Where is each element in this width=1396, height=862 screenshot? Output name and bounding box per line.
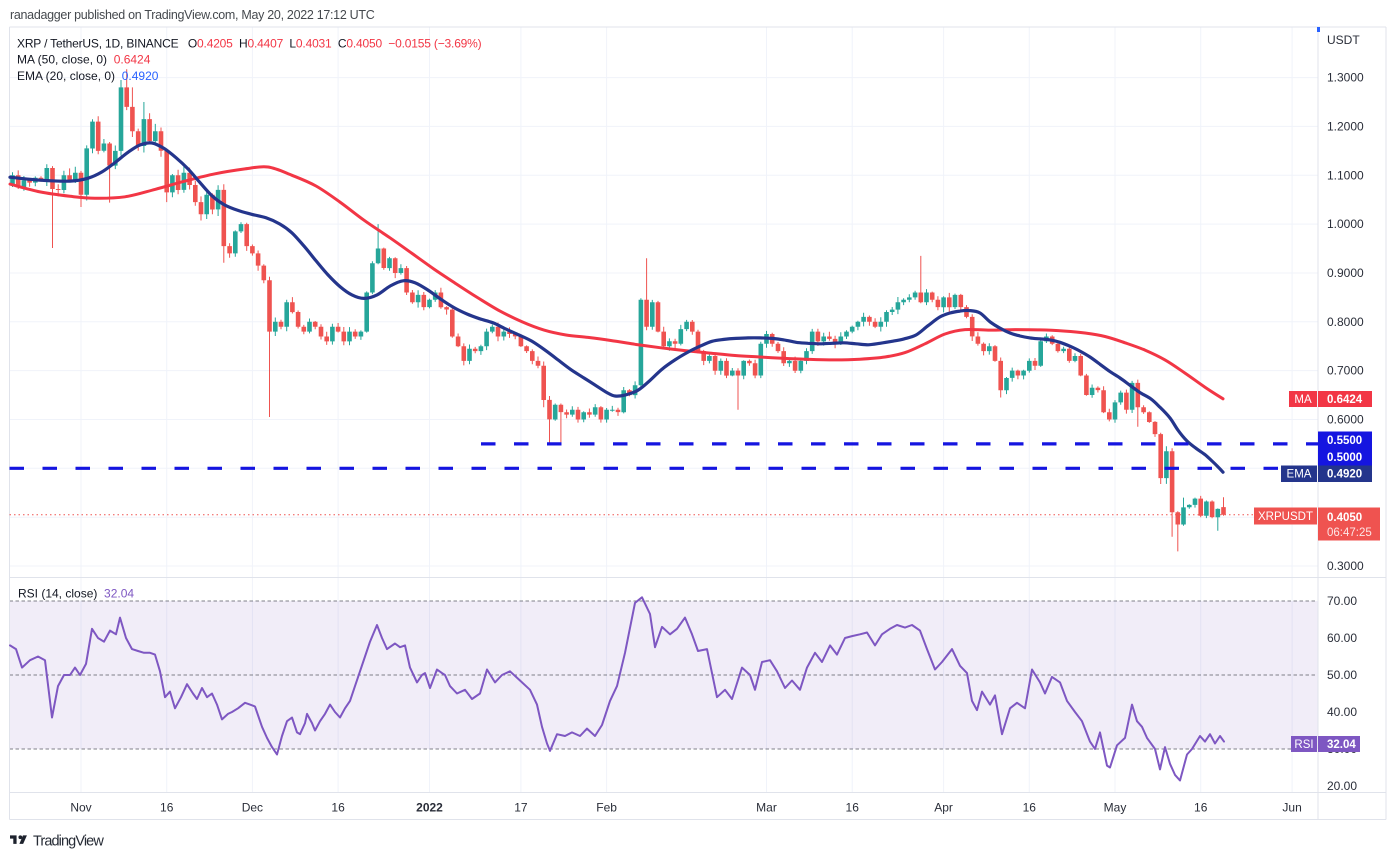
svg-text:0.9000: 0.9000 [1327, 266, 1364, 280]
svg-text:TradingView: TradingView [33, 834, 104, 850]
svg-text:16: 16 [846, 801, 860, 815]
svg-text:Dec: Dec [242, 801, 263, 815]
svg-text:70.00: 70.00 [1327, 594, 1357, 608]
svg-text:32.04: 32.04 [1327, 739, 1356, 751]
svg-text:XRPUSDT: XRPUSDT [1258, 511, 1313, 523]
svg-text:0.8000: 0.8000 [1327, 315, 1364, 329]
svg-text:50.00: 50.00 [1327, 668, 1357, 682]
svg-text:Nov: Nov [70, 801, 91, 815]
svg-text:0.5000: 0.5000 [1327, 452, 1362, 464]
svg-text:XRP / TetherUS, 1D, BINANCE: XRP / TetherUS, 1D, BINANCE O0.4205 H0.4… [17, 37, 482, 51]
svg-text:EMA: EMA [1287, 469, 1312, 481]
svg-text:1.3000: 1.3000 [1327, 71, 1364, 85]
svg-text:2022: 2022 [416, 801, 443, 815]
svg-text:EMA (20, close, 0) 0.4920: EMA (20, close, 0) 0.4920 [17, 69, 159, 83]
svg-text:RSI (14, close) 32.04: RSI (14, close) 32.04 [18, 587, 134, 601]
svg-text:16: 16 [160, 801, 174, 815]
svg-text:16: 16 [1194, 801, 1208, 815]
svg-text:ranadagger published on Tradin: ranadagger published on TradingView.com,… [10, 8, 375, 22]
svg-text:USDT: USDT [1327, 33, 1360, 47]
svg-text:MA (50, close, 0) 0.6424: MA (50, close, 0) 0.6424 [17, 53, 151, 67]
svg-text:20.00: 20.00 [1327, 779, 1357, 793]
svg-text:17: 17 [514, 801, 528, 815]
svg-text:Mar: Mar [756, 801, 777, 815]
svg-text:Apr: Apr [934, 801, 953, 815]
svg-text:0.5500: 0.5500 [1327, 435, 1362, 447]
svg-text:0.4920: 0.4920 [1327, 469, 1362, 481]
svg-text:MA: MA [1294, 394, 1312, 406]
svg-text:16: 16 [331, 801, 345, 815]
svg-text:Jun: Jun [1282, 801, 1301, 815]
svg-text:RSI: RSI [1294, 739, 1313, 751]
svg-text:0.7000: 0.7000 [1327, 364, 1364, 378]
svg-text:May: May [1104, 801, 1127, 815]
svg-text:0.3000: 0.3000 [1327, 559, 1364, 573]
svg-text:0.6000: 0.6000 [1327, 412, 1364, 426]
svg-text:1.0000: 1.0000 [1327, 217, 1364, 231]
svg-text:1.1000: 1.1000 [1327, 168, 1364, 182]
svg-text:06:47:25: 06:47:25 [1327, 527, 1372, 539]
svg-text:0.6424: 0.6424 [1327, 394, 1363, 406]
svg-text:1.2000: 1.2000 [1327, 119, 1364, 133]
svg-text:Feb: Feb [596, 801, 617, 815]
svg-text:16: 16 [1023, 801, 1037, 815]
svg-text:0.4050: 0.4050 [1327, 512, 1362, 524]
svg-text:40.00: 40.00 [1327, 705, 1357, 719]
svg-text:60.00: 60.00 [1327, 631, 1357, 645]
